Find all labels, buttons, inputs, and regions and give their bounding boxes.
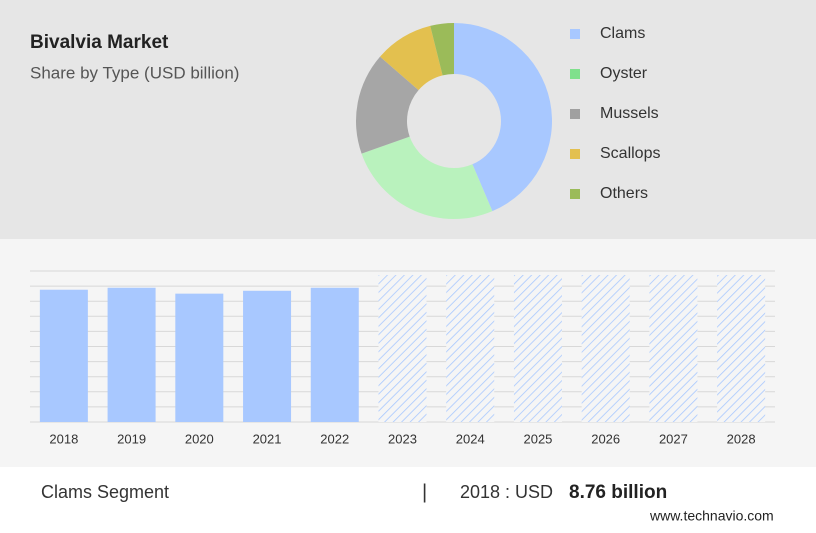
legend-label: Clams <box>600 25 645 42</box>
bar <box>243 290 292 422</box>
donut-slice <box>380 25 443 91</box>
x-tick-label: 2027 <box>659 431 688 446</box>
separator: | <box>422 481 427 503</box>
donut-slice <box>356 56 419 154</box>
x-tick-label: 2019 <box>117 431 146 446</box>
forecast-bar <box>513 275 562 422</box>
x-tick-label: 2018 <box>49 431 78 446</box>
legend-swatch <box>570 69 580 79</box>
legend: Clams Oyster Mussels Scallops Others <box>570 25 660 202</box>
bar <box>39 289 88 422</box>
legend-swatch <box>570 109 580 119</box>
x-tick-label: 2022 <box>320 431 349 446</box>
x-tick-label: 2026 <box>591 431 620 446</box>
forecast-bar <box>649 275 698 422</box>
x-tick-label: 2024 <box>456 431 485 446</box>
legend-swatch <box>570 149 580 159</box>
segment-value: 8.76 billion <box>569 482 667 503</box>
donut-slice <box>430 23 454 76</box>
forecast-bar <box>446 275 495 422</box>
legend-label: Oyster <box>600 65 648 82</box>
year-label: 2018 : USD <box>460 482 553 502</box>
legend-swatch <box>570 189 580 199</box>
x-tick-label: 2021 <box>253 431 282 446</box>
donut-chart <box>356 23 552 220</box>
legend-label: Others <box>600 185 648 202</box>
forecast-bar <box>581 275 630 422</box>
bar <box>310 287 359 422</box>
site-url: www.technavio.com <box>649 508 774 524</box>
bar-chart: 2018 2019 2020 2021 2022 2023 2024 2025 2026 2027… <box>30 270 775 446</box>
x-tick-label: 2025 <box>523 431 552 446</box>
x-tick-label: 2028 <box>727 431 756 446</box>
forecast-bar <box>717 275 766 422</box>
bar <box>107 287 156 422</box>
legend-swatch <box>570 29 580 39</box>
chart-subtitle: Share by Type (USD billion) <box>30 63 239 82</box>
donut-slice <box>361 136 493 220</box>
chart-title: Bivalvia Market <box>30 32 169 53</box>
bar <box>175 293 224 422</box>
legend-label: Scallops <box>600 145 660 162</box>
legend-label: Mussels <box>600 105 659 122</box>
donut-slice <box>454 23 552 212</box>
x-tick-label: 2020 <box>185 431 214 446</box>
forecast-bar <box>378 275 427 422</box>
x-tick-label: 2023 <box>388 431 417 446</box>
segment-label: Clams Segment <box>41 482 169 502</box>
